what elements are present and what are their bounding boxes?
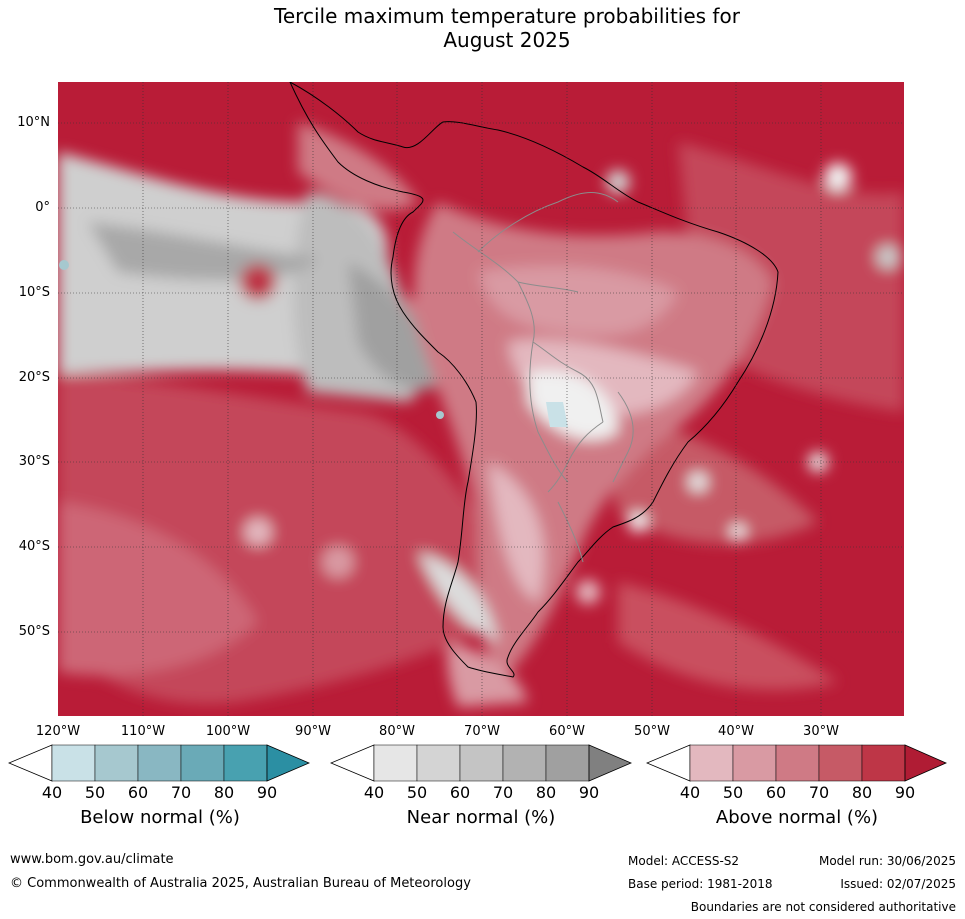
lon-label-40w: 40°W — [718, 724, 754, 739]
lon-label-50w: 50°W — [634, 724, 670, 739]
colorbar-swatch — [373, 744, 418, 782]
near-tick-40: 40 — [363, 783, 385, 802]
above-tick-60: 60 — [765, 783, 787, 802]
near-tick-50: 50 — [406, 783, 428, 802]
colorbar-swatch — [502, 744, 547, 782]
colorbar-swatch — [459, 744, 504, 782]
lon-label-30w: 30°W — [803, 724, 839, 739]
colorbar-swatch — [180, 744, 225, 782]
colorbar-above-normal — [646, 744, 947, 782]
colorbar-near-normal — [330, 744, 632, 782]
lon-label-100w: 100°W — [205, 724, 251, 739]
colorbar-swatch — [223, 744, 268, 782]
lat-label-50s: 50°S — [18, 624, 50, 639]
colorbar-swatch — [904, 744, 947, 782]
lat-label-0: 0° — [35, 200, 50, 215]
below-tick-40: 40 — [41, 783, 63, 802]
below-tick-60: 60 — [127, 783, 149, 802]
copyright-notice: © Commonwealth of Australia 2025, Austra… — [10, 876, 471, 891]
lat-label-20s: 20°S — [18, 370, 50, 385]
lon-label-110w: 110°W — [120, 724, 166, 739]
probability-map — [58, 82, 904, 716]
continent-coastline — [289, 82, 779, 678]
colorbar-swatch — [588, 744, 632, 782]
website-link[interactable]: www.bom.gov.au/climate — [10, 852, 174, 867]
title-line-1: Tercile maximum temperature probabilitie… — [274, 4, 740, 28]
base-period: Base period: 1981-2018 — [628, 877, 773, 891]
below-tick-70: 70 — [170, 783, 192, 802]
country-borders — [452, 192, 634, 563]
lon-label-90w: 90°W — [295, 724, 331, 739]
lat-label-30s: 30°S — [18, 454, 50, 469]
above-tick-80: 80 — [851, 783, 873, 802]
below-normal-patch — [59, 260, 69, 270]
near-tick-80: 80 — [535, 783, 557, 802]
model-name: Model: ACCESS-S2 — [628, 854, 740, 868]
below-normal-patch — [546, 402, 568, 427]
above-tick-50: 50 — [722, 783, 744, 802]
above-tick-70: 70 — [808, 783, 830, 802]
colorbar-below-normal — [8, 744, 310, 782]
issued-date: Issued: 02/07/2025 — [840, 877, 956, 891]
colorbar-swatch — [94, 744, 139, 782]
above-tick-40: 40 — [679, 783, 701, 802]
near-tick-60: 60 — [449, 783, 471, 802]
colorbar-swatch — [818, 744, 863, 782]
colorbar-swatch — [137, 744, 182, 782]
colorbar-swatch — [545, 744, 590, 782]
below-normal-legend-title: Below normal (%) — [80, 807, 240, 828]
model-run-date: Model run: 30/06/2025 — [818, 854, 956, 868]
lat-label-10n: 10°N — [17, 115, 50, 130]
graticule — [58, 82, 904, 716]
map-title: Tercile maximum temperature probabilitie… — [0, 4, 965, 52]
below-tick-50: 50 — [84, 783, 106, 802]
lon-label-120w: 120°W — [35, 724, 81, 739]
lat-label-10s: 10°S — [18, 285, 50, 300]
below-tick-80: 80 — [213, 783, 235, 802]
colorbar-swatch — [51, 744, 96, 782]
lon-label-60w: 60°W — [549, 724, 585, 739]
near-normal-legend-title: Near normal (%) — [406, 807, 556, 828]
lon-label-70w: 70°W — [464, 724, 500, 739]
lon-label-80w: 80°W — [379, 724, 415, 739]
colorbar-swatch — [416, 744, 461, 782]
lat-label-40s: 40°S — [18, 539, 50, 554]
colorbar-swatch — [732, 744, 777, 782]
colorbar-swatch — [775, 744, 820, 782]
near-tick-70: 70 — [492, 783, 514, 802]
above-normal-legend-title: Above normal (%) — [715, 807, 879, 828]
boundaries-disclaimer: Boundaries are not considered authoritat… — [690, 900, 956, 914]
colorbar-swatch — [266, 744, 310, 782]
above-tick-90: 90 — [894, 783, 916, 802]
near-tick-90: 90 — [578, 783, 600, 802]
below-tick-90: 90 — [256, 783, 278, 802]
below-normal-patch — [436, 411, 444, 419]
title-line-2: August 2025 — [443, 28, 571, 52]
colorbar-swatch — [861, 744, 906, 782]
colorbar-swatch — [689, 744, 734, 782]
